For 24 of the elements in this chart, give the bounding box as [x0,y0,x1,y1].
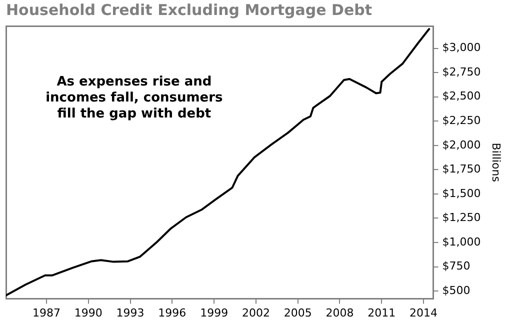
x-tick-label: 2014 [410,306,438,320]
x-tick-label: 2002 [242,306,270,320]
x-tick-label: 1999 [200,306,228,320]
y-tick-label: $3,000 [442,41,481,54]
y-tick-label: $2,250 [442,114,481,127]
y-tick-label: $750 [442,260,470,273]
x-tick-label: 2008 [326,306,354,320]
x-tick-label: 2005 [284,306,312,320]
chart-title: Household Credit Excluding Mortgage Debt [6,0,372,19]
x-tick-label: 1996 [158,306,186,320]
x-tick-label: 2011 [368,306,396,320]
y-tick-label: $2,000 [442,138,481,152]
x-tick-label: 1993 [116,306,144,320]
y-tick-label: $1,500 [442,186,481,200]
y-tick-label: $500 [442,284,470,297]
y-tick-label: $1,750 [442,162,481,176]
y-tick-label: $1,250 [442,211,481,224]
y-tick-label: $2,750 [442,65,481,78]
annotation: As expenses rise and incomes fall, consumers fill the gap with debt [46,74,224,122]
y-tick-label: $1,000 [442,235,481,248]
y-tick-label: $2,500 [442,90,481,103]
y-axis-title: Billions [490,142,503,182]
x-tick-label: 1987 [32,306,60,320]
x-tick-label: 1990 [74,306,102,320]
